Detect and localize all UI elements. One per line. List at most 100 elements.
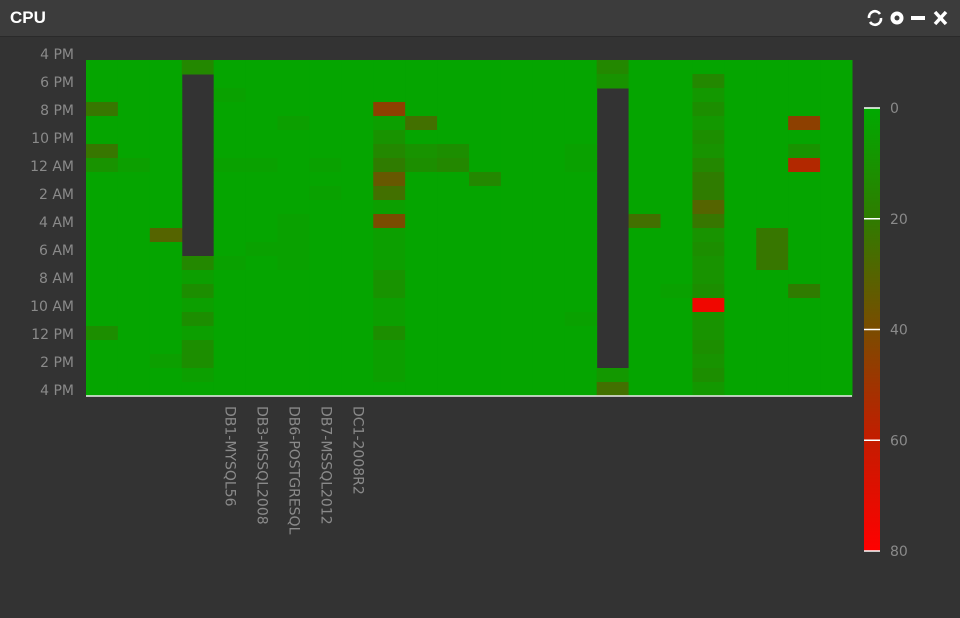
heat-cell <box>86 102 119 117</box>
minimize-icon[interactable] <box>911 16 925 20</box>
heat-cell <box>277 200 310 215</box>
heat-cell <box>660 172 693 187</box>
heat-cell <box>660 102 693 117</box>
heat-cell <box>788 354 821 369</box>
heat-cell <box>788 256 821 271</box>
heat-cell <box>820 242 853 257</box>
heat-cell <box>181 326 215 341</box>
heat-cell <box>117 382 151 397</box>
heat-cell <box>500 284 534 299</box>
heat-cell <box>820 102 853 117</box>
heat-cell <box>277 382 310 397</box>
heat-cell <box>437 354 470 369</box>
heat-cell <box>277 354 310 369</box>
heat-cell <box>820 256 853 271</box>
heat-cell <box>500 88 534 103</box>
heat-cell <box>692 312 725 327</box>
heat-cell <box>181 270 215 285</box>
heat-cell <box>724 88 757 103</box>
heat-cell <box>86 200 119 215</box>
heat-cell <box>117 60 151 75</box>
heat-cell <box>660 88 693 103</box>
heat-cell <box>341 102 374 117</box>
heat-cell <box>564 242 598 257</box>
heat-cell <box>245 354 278 369</box>
heat-cell <box>245 186 278 201</box>
heat-cell <box>341 214 374 229</box>
heat-cell <box>469 382 502 397</box>
heat-cell <box>149 186 183 201</box>
heat-cell <box>117 158 151 173</box>
heat-cell <box>724 382 757 397</box>
heat-cell <box>373 88 406 103</box>
heat-cell <box>469 284 502 299</box>
heat-cell <box>596 382 630 397</box>
heat-cell <box>628 102 661 117</box>
heat-cell <box>245 144 278 159</box>
heat-cell <box>788 74 821 89</box>
heat-cell <box>117 102 151 117</box>
heat-cell <box>117 144 151 159</box>
heat-cell <box>405 228 438 243</box>
heat-cell <box>405 144 438 159</box>
heat-cell <box>500 144 534 159</box>
heat-cell <box>405 172 438 187</box>
heat-cell <box>788 284 821 299</box>
heat-cell <box>724 242 757 257</box>
heat-cell <box>532 312 566 327</box>
heat-cell <box>437 382 470 397</box>
heat-cell <box>245 340 278 355</box>
settings-icon[interactable] <box>890 11 904 25</box>
heat-cell <box>149 214 183 229</box>
heat-cell <box>245 200 278 215</box>
heat-cell <box>277 242 310 257</box>
heat-cell <box>692 340 725 355</box>
heat-cell <box>117 228 151 243</box>
heat-cell <box>692 60 725 75</box>
heat-cell <box>660 284 693 299</box>
heat-cell <box>277 284 310 299</box>
heat-cell <box>149 242 183 257</box>
heat-cell <box>788 312 821 327</box>
heat-cell <box>660 340 693 355</box>
heat-cell <box>341 228 374 243</box>
heat-cell <box>820 172 853 187</box>
heat-cell <box>788 144 821 159</box>
close-icon[interactable] <box>933 10 948 26</box>
heat-cell <box>86 242 119 257</box>
heat-cell <box>86 144 119 159</box>
heat-cell <box>341 172 374 187</box>
heat-cell <box>373 270 406 285</box>
heat-cell <box>469 116 502 131</box>
heat-cell <box>309 158 342 173</box>
refresh-icon[interactable] <box>867 9 883 27</box>
heat-cell <box>86 214 119 229</box>
y-tick-label: 8 AM <box>39 271 74 287</box>
heat-cell <box>373 60 406 75</box>
heat-cell <box>373 256 406 271</box>
heat-cell <box>181 368 215 383</box>
heat-cell <box>564 102 598 117</box>
heat-cell <box>117 200 151 215</box>
heat-cell <box>341 256 374 271</box>
y-tick-label: 2 AM <box>39 187 74 203</box>
heat-cell <box>500 116 534 131</box>
heat-cell <box>86 382 119 397</box>
heat-cell <box>86 228 119 243</box>
heat-cell <box>660 130 693 145</box>
heat-cell <box>341 60 374 75</box>
heat-cell <box>86 354 119 369</box>
heat-cell <box>117 368 151 383</box>
heat-cell <box>213 158 247 173</box>
heat-cell <box>149 88 183 103</box>
heat-cell <box>181 340 215 355</box>
heat-cell <box>149 158 183 173</box>
heat-cell <box>373 130 406 145</box>
heat-cell <box>692 88 725 103</box>
heat-cell <box>213 172 247 187</box>
heat-cell <box>213 186 247 201</box>
heat-cell <box>469 270 502 285</box>
heat-cell <box>405 74 438 89</box>
heat-cell <box>532 186 566 201</box>
heat-cell <box>660 200 693 215</box>
